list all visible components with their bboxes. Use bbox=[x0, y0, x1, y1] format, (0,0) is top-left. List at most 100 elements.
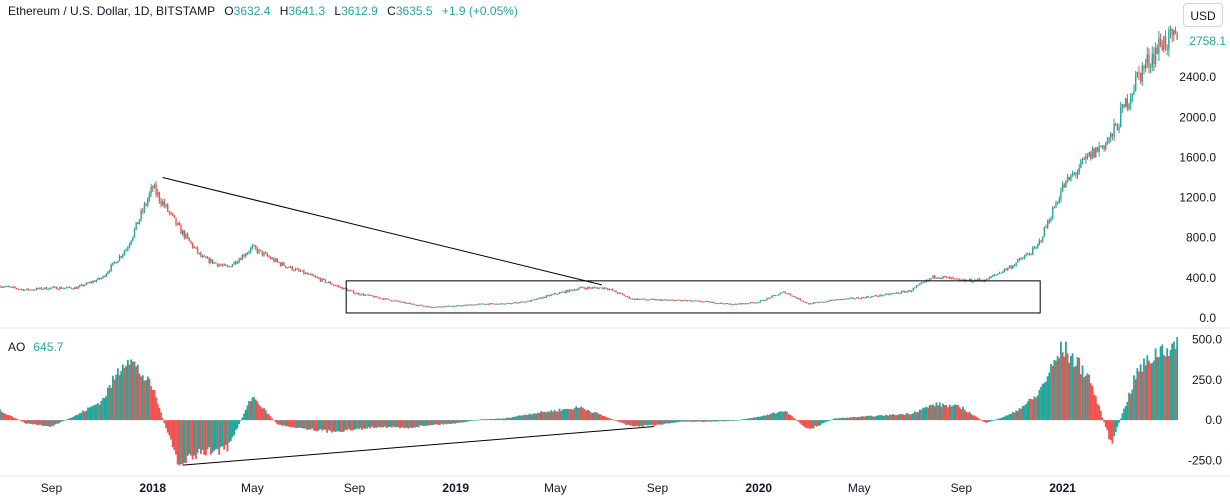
ao-bar bbox=[439, 420, 441, 425]
candle-body bbox=[694, 300, 697, 302]
candle-body bbox=[648, 299, 650, 301]
candle-body bbox=[162, 201, 164, 205]
candle-body bbox=[83, 284, 86, 287]
candle-body bbox=[450, 306, 453, 308]
currency-button[interactable]: USD bbox=[1183, 3, 1223, 27]
ao-bar bbox=[794, 418, 797, 421]
candle-body bbox=[452, 306, 454, 308]
candle-body bbox=[1126, 98, 1129, 109]
ao-bar bbox=[1030, 399, 1032, 421]
candle-body bbox=[658, 299, 660, 301]
candle-body bbox=[839, 299, 841, 301]
candle-body bbox=[319, 278, 322, 282]
candle-body bbox=[87, 282, 89, 284]
candle-body bbox=[341, 286, 343, 290]
ao-bar bbox=[402, 420, 405, 428]
ao-bar bbox=[556, 411, 559, 421]
candle-body bbox=[799, 298, 801, 301]
candle-body bbox=[854, 298, 856, 300]
ao-bar bbox=[1038, 389, 1041, 421]
candle-body bbox=[894, 292, 896, 294]
candle-body bbox=[366, 294, 368, 296]
ao-bar bbox=[281, 420, 284, 426]
ao-bar bbox=[628, 420, 631, 425]
candle-body bbox=[681, 300, 684, 302]
candle-body bbox=[392, 300, 395, 302]
candle-body bbox=[670, 299, 672, 301]
candle-body bbox=[593, 287, 596, 289]
ao-bar bbox=[606, 417, 609, 421]
candle-body bbox=[509, 303, 511, 305]
ao-bar bbox=[163, 420, 166, 424]
ao-bar bbox=[1148, 360, 1150, 421]
candle-body bbox=[859, 298, 861, 300]
candle-body bbox=[77, 286, 79, 289]
candle-body bbox=[208, 257, 210, 263]
ao-bar bbox=[47, 420, 50, 427]
ao-bar bbox=[548, 411, 551, 421]
ao-bar bbox=[324, 420, 327, 430]
candle-body bbox=[621, 293, 624, 295]
candle-body bbox=[917, 284, 919, 286]
ao-bar bbox=[659, 420, 662, 425]
time-axis-tick: May bbox=[848, 481, 871, 495]
ao-bar bbox=[610, 418, 612, 421]
ao-bar bbox=[945, 405, 948, 421]
ao-bar bbox=[284, 420, 287, 427]
ao-bar bbox=[1098, 405, 1101, 421]
ao-bar bbox=[889, 414, 891, 421]
candle-body bbox=[1068, 176, 1070, 180]
candle-body bbox=[1129, 96, 1132, 105]
candle-body bbox=[303, 270, 305, 274]
ao-bar bbox=[432, 420, 435, 425]
ao-bar bbox=[792, 417, 795, 421]
ao-bar bbox=[1013, 412, 1016, 421]
ao-bar bbox=[842, 417, 845, 421]
time-axis-tick: 2020 bbox=[745, 481, 772, 495]
candle-body bbox=[155, 184, 157, 195]
ao-bar bbox=[603, 416, 606, 421]
ao-bar bbox=[968, 411, 971, 421]
candle-body bbox=[326, 282, 328, 284]
candle-body bbox=[147, 199, 149, 205]
ao-bar bbox=[297, 420, 300, 428]
candle-body bbox=[771, 295, 773, 298]
candle-body bbox=[112, 262, 114, 265]
candle-body bbox=[636, 298, 639, 300]
ao-bar bbox=[390, 420, 393, 428]
ao-bar bbox=[256, 401, 259, 421]
candle-body bbox=[1143, 65, 1145, 69]
ao-bar bbox=[781, 411, 783, 421]
candle-body bbox=[978, 278, 981, 281]
ao-bar bbox=[578, 407, 581, 421]
candle-body bbox=[613, 290, 616, 292]
ao-bar bbox=[488, 418, 491, 421]
candle-body bbox=[895, 292, 898, 294]
candle-body bbox=[57, 289, 59, 291]
candle-body bbox=[143, 203, 146, 212]
candle-body bbox=[849, 297, 851, 299]
ao-bar bbox=[595, 412, 597, 421]
candle-body bbox=[166, 204, 169, 212]
ao-bar bbox=[24, 420, 26, 424]
ao-bar bbox=[404, 420, 407, 429]
ao-bar bbox=[208, 420, 211, 448]
ao-bar bbox=[113, 379, 116, 421]
ao-bar bbox=[1088, 374, 1091, 421]
ao-bar bbox=[435, 420, 438, 425]
ao-bar bbox=[1114, 420, 1117, 433]
candle-body bbox=[92, 280, 94, 283]
ao-bar bbox=[746, 418, 749, 421]
candle-body bbox=[696, 300, 699, 302]
candle-body bbox=[467, 304, 469, 306]
candle-body bbox=[713, 301, 715, 304]
ao-bar bbox=[1015, 410, 1018, 421]
candle-body bbox=[52, 286, 54, 288]
candle-body bbox=[422, 305, 425, 307]
candle-body bbox=[65, 287, 68, 289]
ao-bar bbox=[978, 419, 981, 421]
ao-bar bbox=[1167, 355, 1170, 421]
ao-bar bbox=[175, 420, 177, 455]
ao-bar bbox=[701, 420, 704, 422]
